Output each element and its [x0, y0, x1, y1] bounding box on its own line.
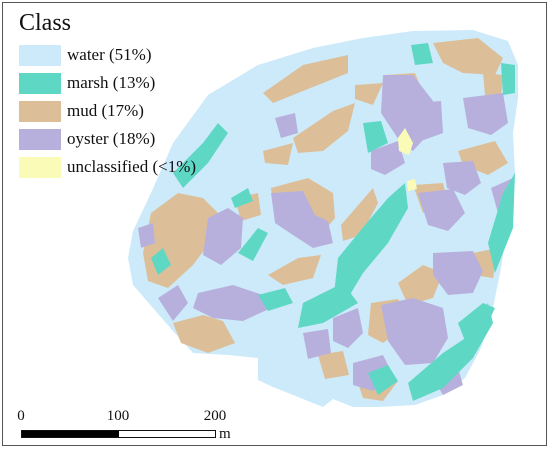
scale-tick-0: 0	[17, 408, 25, 424]
legend-item-mud: mud (17%)	[19, 97, 196, 125]
legend-swatch-mud	[19, 100, 61, 122]
legend-label-unclassified: unclassified (<1%)	[67, 157, 197, 176]
legend-label-marsh: marsh (13%)	[67, 73, 156, 92]
unclassified-patches	[398, 128, 417, 191]
oyster-patches	[138, 75, 513, 395]
scale-segment-black	[22, 431, 119, 437]
scale-bar-graphic	[21, 430, 216, 438]
marsh-patches	[151, 43, 515, 401]
map-frame: Class water (51%) marsh (13%) mud (17%) …	[2, 2, 547, 446]
scale-bar: 0 100 200 m	[17, 408, 249, 445]
legend-swatch-unclassified	[19, 156, 61, 178]
scale-segment-white	[118, 431, 215, 437]
legend-label-oyster: oyster (18%)	[67, 129, 156, 148]
scale-unit: m	[219, 426, 231, 442]
legend-item-water: water (51%)	[19, 41, 196, 69]
legend-label-mud: mud (17%)	[67, 101, 144, 120]
scale-tick-200: 200	[203, 408, 227, 424]
legend-item-oyster: oyster (18%)	[19, 125, 196, 153]
classification-map	[128, 30, 518, 407]
legend-label-water: water (51%)	[67, 45, 152, 64]
legend-swatch-marsh	[19, 72, 61, 94]
scale-tick-100: 100	[106, 408, 130, 424]
legend-item-marsh: marsh (13%)	[19, 69, 196, 97]
legend-item-unclassified: unclassified (<1%)	[19, 153, 196, 181]
legend-swatch-water	[19, 44, 61, 66]
legend: Class water (51%) marsh (13%) mud (17%) …	[19, 9, 196, 181]
legend-title: Class	[19, 10, 72, 36]
legend-swatch-oyster	[19, 128, 61, 150]
